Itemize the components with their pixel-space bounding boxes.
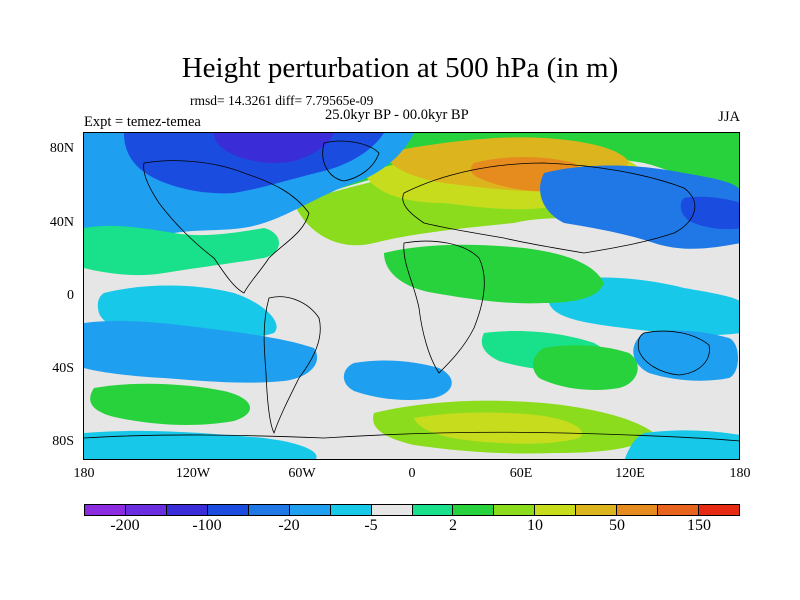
coastline-north-america <box>143 160 310 294</box>
experiment-label: Expt = temez-temea <box>84 114 201 130</box>
contour-green-south-east <box>532 345 638 390</box>
coastline-australia <box>637 330 710 376</box>
season-label: JJA <box>718 109 740 125</box>
colorbar-box <box>412 505 454 515</box>
lat-label-80n: 80N <box>49 141 74 156</box>
colorbar-box <box>576 505 618 515</box>
lon-label-60e: 60E <box>509 466 533 481</box>
lon-label-60w: 60W <box>288 466 316 481</box>
contour-green-tropics <box>384 244 604 304</box>
colorbar-box <box>330 505 372 515</box>
contour-blue-south-west <box>84 320 318 383</box>
coastline-antarctica <box>84 431 739 442</box>
lat-label-0: 0 <box>67 288 74 303</box>
colorbar-box <box>494 505 536 515</box>
contour-cyan-antarctic <box>84 430 317 459</box>
colorbar-label: -20 <box>278 517 300 534</box>
map-panel <box>83 132 740 460</box>
colorbar-box <box>85 505 126 515</box>
contour-cyan-antarctic-east <box>624 430 739 459</box>
map-title: Height perturbation at 500 hPa (in m) <box>181 52 619 84</box>
contour-blue-south-east <box>633 330 738 381</box>
coastlines <box>84 140 739 442</box>
colorbar-box <box>371 505 413 515</box>
coastline-africa <box>403 240 485 374</box>
lon-label-180w: 180 <box>73 466 95 481</box>
colorbar-box <box>535 505 577 515</box>
colorbar-box <box>289 505 331 515</box>
contour-yellow-south <box>414 412 583 444</box>
coastline-greenland <box>322 140 380 182</box>
colorbar-box <box>125 505 167 515</box>
colorbar-label: -5 <box>364 517 378 534</box>
lat-label-80s: 80S <box>52 434 74 449</box>
colorbar-box <box>166 505 208 515</box>
coastline-south-america <box>263 296 321 435</box>
contour-blue-south-central <box>343 360 452 401</box>
colorbar-box <box>248 505 290 515</box>
colorbar-box <box>453 505 495 515</box>
contour-map <box>84 133 739 459</box>
colorbar-label: 2 <box>449 517 457 534</box>
lat-label-40n: 40N <box>49 215 74 230</box>
period-label: 25.0kyr BP - 00.0kyr BP <box>325 107 469 123</box>
contour-green-south-west <box>90 383 251 425</box>
contour-blue-npacific <box>540 165 739 249</box>
contour-indigo-arctic <box>214 133 334 163</box>
lon-label-120w: 120W <box>175 466 211 481</box>
stats-line: rmsd= 14.3261 diff= 7.79565e-09 <box>190 93 374 108</box>
lon-label-180e: 180 <box>729 466 751 481</box>
coastline-eurasia <box>402 162 696 254</box>
colorbar-box <box>207 505 249 515</box>
lon-label-120e: 120E <box>615 466 645 481</box>
colorbar-label: 150 <box>687 517 711 534</box>
colorbar-box <box>658 505 700 515</box>
contour-green-natl <box>84 225 279 276</box>
colorbar-box <box>617 505 659 515</box>
colorbar-label: -100 <box>192 517 222 534</box>
colorbar-label: 50 <box>609 517 625 534</box>
lat-label-40s: 40S <box>52 361 74 376</box>
lon-label-0: 0 <box>408 466 416 481</box>
colorbar-label: -200 <box>110 517 140 534</box>
colorbar-box <box>699 505 739 515</box>
colorbar-label: 10 <box>527 517 543 534</box>
colorbar <box>84 504 740 516</box>
